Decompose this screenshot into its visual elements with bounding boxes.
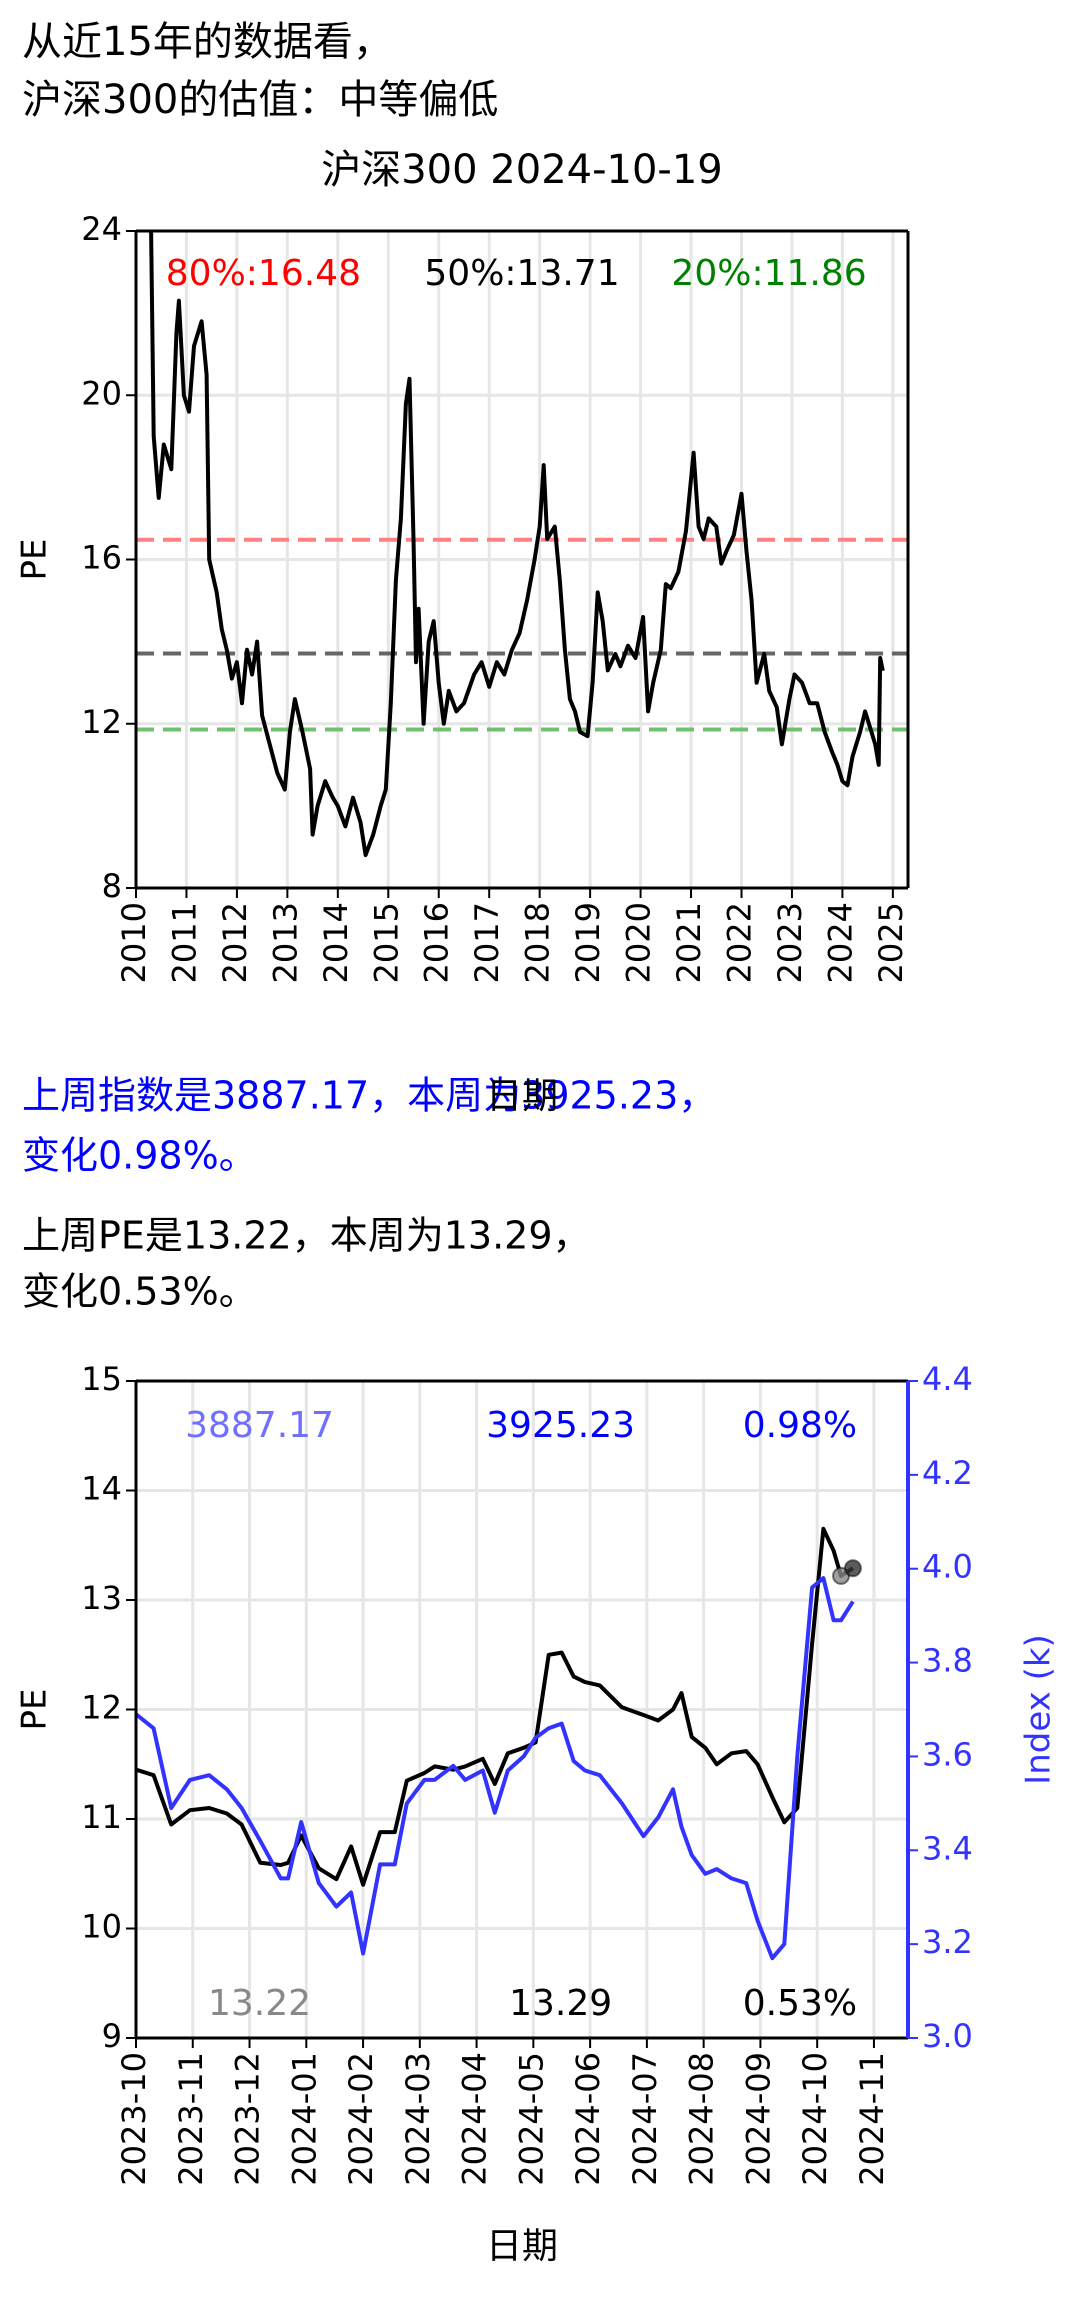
- y-axis-label: PE: [15, 1689, 55, 1731]
- y-tick-label: 16: [81, 539, 122, 577]
- x-tick-label: 2018: [519, 902, 557, 983]
- x-tick-label: 2010: [115, 902, 153, 983]
- x-tick-label: 2021: [670, 902, 708, 983]
- y2-tick-label: 3.6: [922, 1735, 973, 1773]
- y2-tick-label: 4.0: [922, 1548, 973, 1586]
- x-tick-label: 2022: [720, 902, 758, 983]
- annotation: 3887.17: [185, 1405, 334, 1446]
- paragraph-line: 变化0.53%。: [22, 1270, 257, 1314]
- annotation: 0.98%: [743, 1405, 857, 1446]
- annotation: 13.29: [509, 1983, 612, 2024]
- x-tick-label: 2014: [317, 902, 355, 983]
- chart-title: 沪深300 2024-10-19: [321, 147, 723, 193]
- x-tick-label: 2015: [367, 902, 405, 983]
- x-tick-label: 2024-02: [342, 2052, 380, 2186]
- x-tick-label: 2024: [821, 902, 859, 983]
- x-tick-label: 2024-08: [683, 2052, 721, 2186]
- x-tick-label: 2023-10: [115, 2052, 153, 2186]
- y2-tick-label: 4.4: [922, 1360, 973, 1398]
- y-tick-label: 20: [81, 374, 122, 412]
- x-tick-label: 2023-11: [172, 2052, 210, 2186]
- x-tick-label: 2013: [266, 902, 304, 983]
- y2-tick-label: 3.2: [922, 1923, 973, 1961]
- x-tick-label: 2024-09: [739, 2052, 777, 2186]
- y-tick-label: 15: [81, 1360, 122, 1398]
- y-tick-label: 10: [81, 1908, 122, 1946]
- data-line: [136, 1526, 854, 1887]
- x-tick-label: 2024-06: [569, 2052, 607, 2186]
- marker: [843, 1559, 862, 1578]
- x-tick-label: 2020: [620, 902, 658, 983]
- x-tick-label: 2025: [872, 902, 910, 983]
- x-tick-label: 2024-05: [512, 2052, 550, 2186]
- x-tick-label: 2024-04: [456, 2052, 494, 2186]
- x-tick-label: 2023: [771, 902, 809, 983]
- y-tick-label: 12: [81, 1689, 122, 1727]
- data-line: [149, 231, 885, 858]
- annotation: 20%:11.86: [671, 253, 866, 294]
- y-tick-label: 11: [81, 1798, 122, 1836]
- header-line: 沪深300的估值：中等偏低: [22, 77, 498, 123]
- y2-tick-label: 3.0: [922, 2017, 973, 2055]
- y-tick-label: 14: [81, 1470, 122, 1508]
- annotation: 0.53%: [743, 1983, 857, 2024]
- annotation: 3925.23: [486, 1405, 635, 1446]
- x-tick-label: 2016: [418, 902, 456, 983]
- x-tick-label: 2024-07: [626, 2052, 664, 2186]
- header-line: 从近15年的数据看，: [22, 19, 393, 65]
- x-tick-label: 2023-12: [229, 2052, 267, 2186]
- x-tick-label: 2024-01: [285, 2052, 323, 2186]
- y2-tick-label: 4.2: [922, 1454, 973, 1492]
- y-tick-label: 8: [102, 867, 122, 905]
- x-tick-label: 2024-03: [399, 2052, 437, 2186]
- y-axis-label: PE: [15, 539, 55, 581]
- y-tick-label: 9: [102, 2017, 122, 2055]
- y2-tick-label: 3.8: [922, 1642, 973, 1680]
- data-line: [136, 1576, 855, 1961]
- paragraph-line: 上周PE是13.22，本周为13.29，: [22, 1214, 591, 1258]
- y-tick-label: 12: [81, 703, 122, 741]
- x-tick-label: 2012: [216, 902, 254, 983]
- x-tick-label: 2024-10: [796, 2052, 834, 2186]
- x-tick-label: 2019: [569, 902, 607, 983]
- x-axis-label: 日期: [486, 1076, 558, 1117]
- y-tick-label: 13: [81, 1579, 122, 1617]
- x-tick-label: 2011: [165, 902, 203, 983]
- y2-tick-label: 3.4: [922, 1829, 973, 1867]
- paragraph-line: 变化0.98%。: [22, 1134, 257, 1178]
- annotation: 13.22: [208, 1983, 311, 2024]
- y2-axis-label: Index (k): [1019, 1634, 1059, 1785]
- y-tick-label: 24: [81, 210, 122, 248]
- x-tick-label: 2024-11: [853, 2052, 891, 2186]
- annotation: 50%:13.71: [424, 253, 619, 294]
- x-axis-label: 日期: [486, 2226, 558, 2267]
- paragraph-line: 上周指数是3887.17，本周为3925.23，: [22, 1074, 716, 1118]
- x-tick-label: 2017: [468, 902, 506, 983]
- annotation: 80%:16.48: [166, 253, 361, 294]
